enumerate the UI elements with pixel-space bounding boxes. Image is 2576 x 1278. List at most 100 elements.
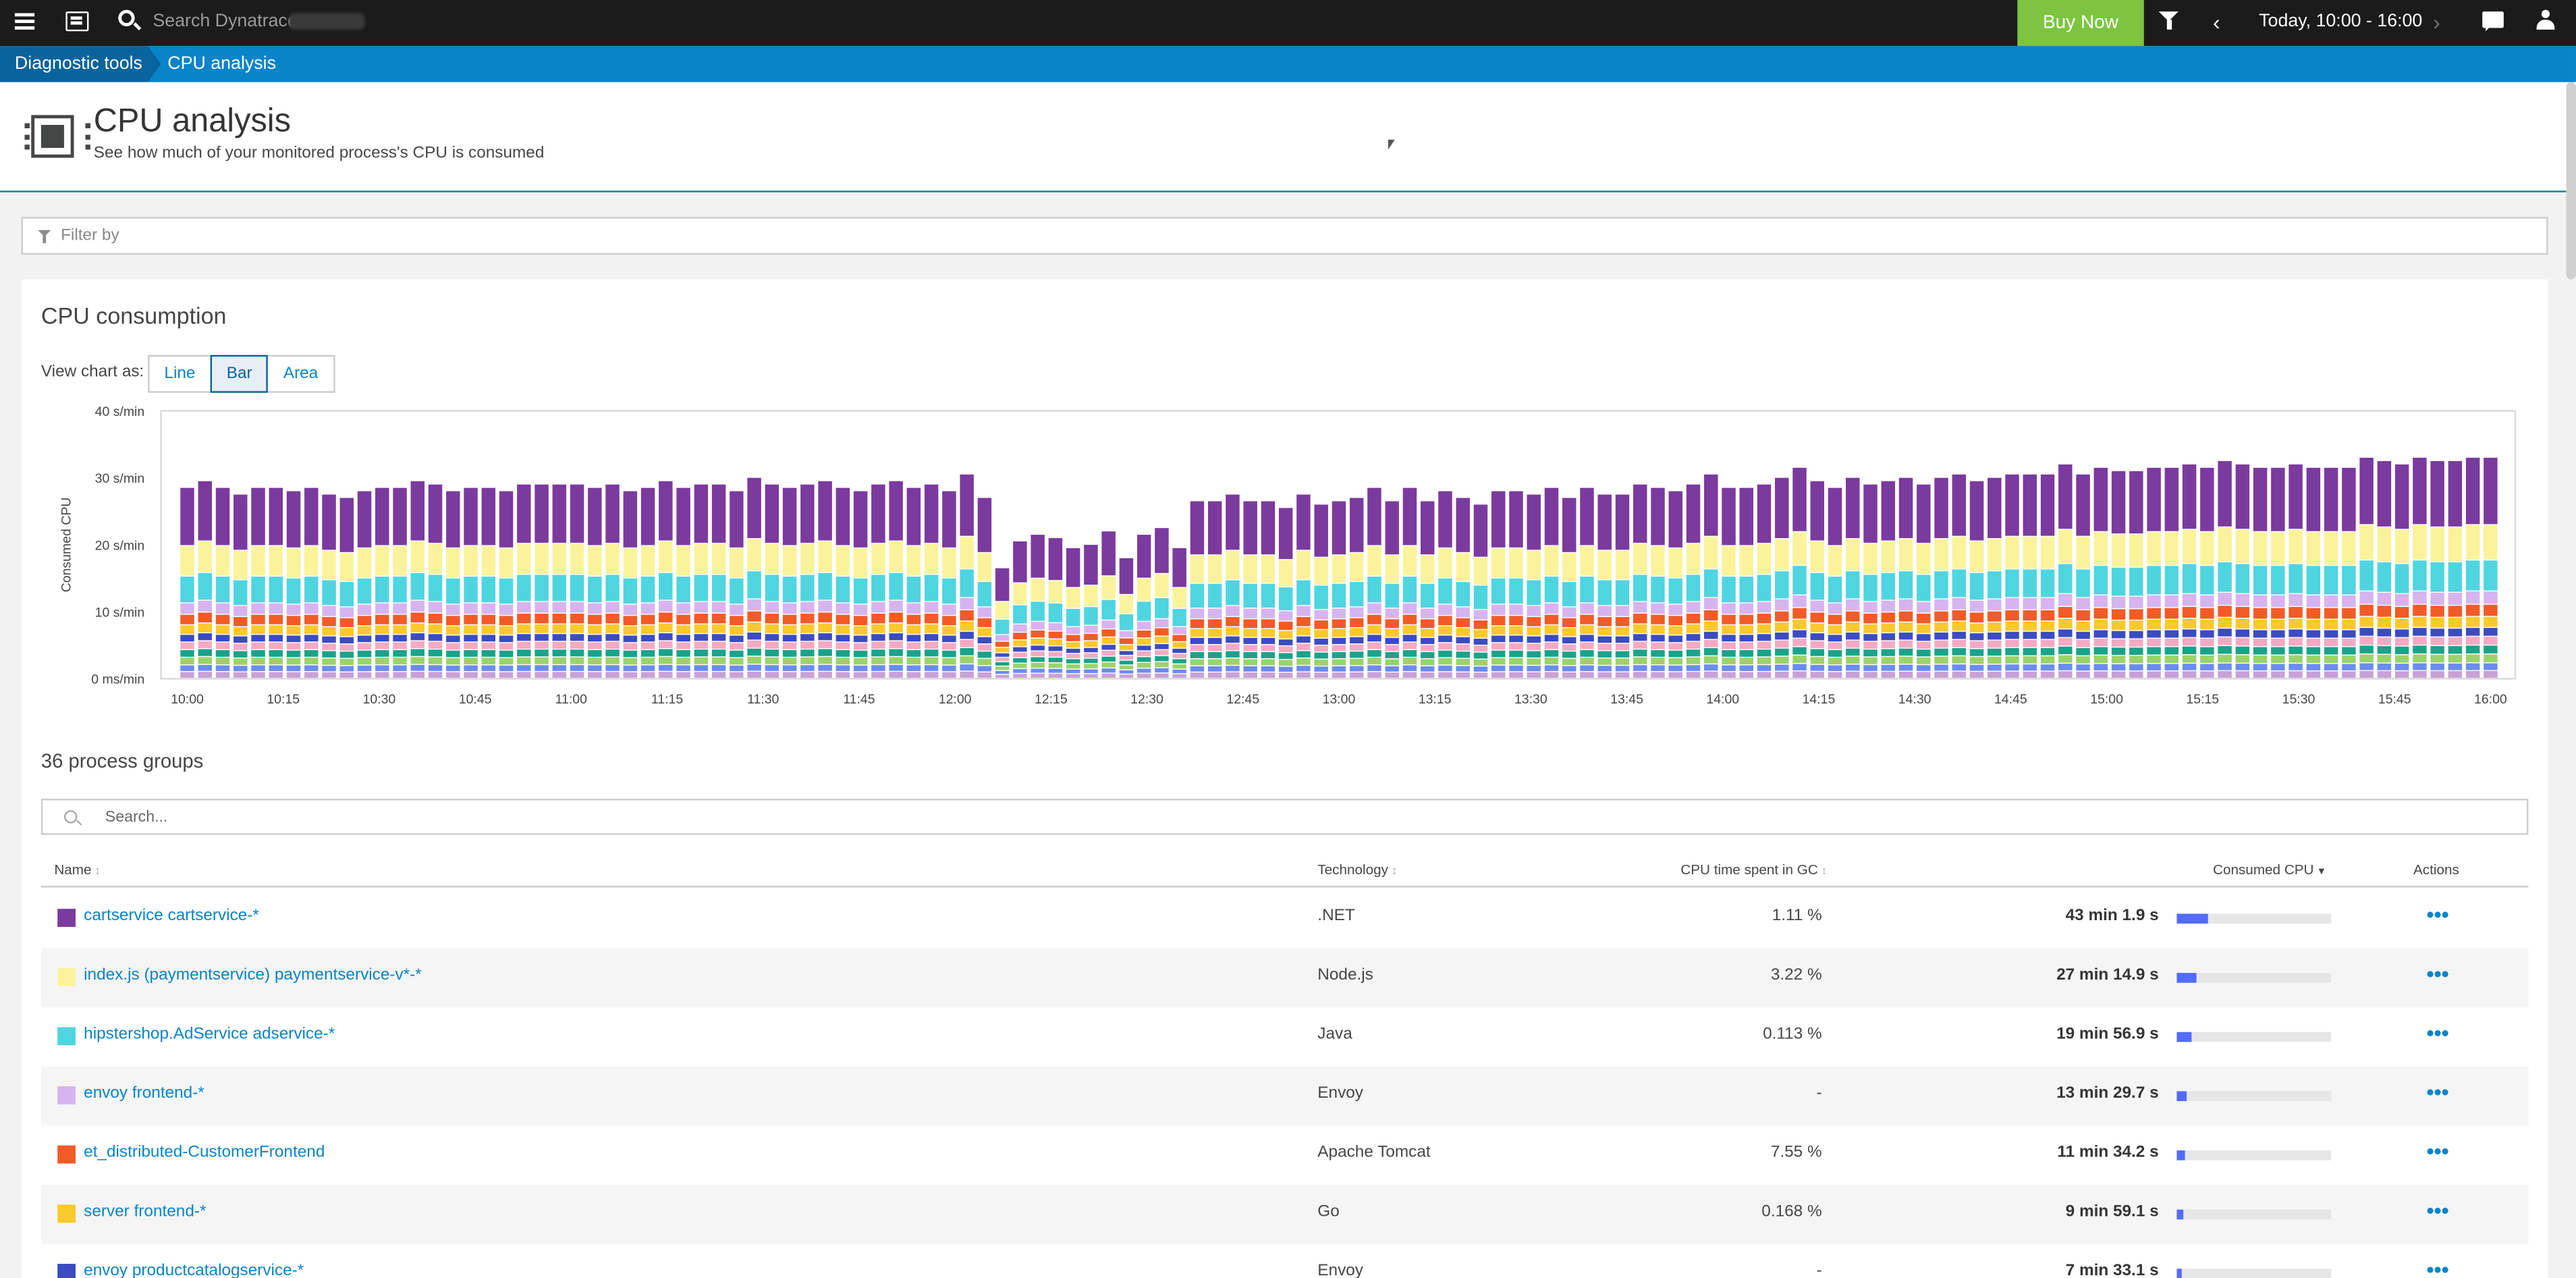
bar-segment [1084, 647, 1098, 653]
bar-segment [2200, 630, 2214, 638]
bar-segment [889, 664, 903, 671]
process-group-link[interactable]: cartservice cartservice-* [84, 907, 259, 926]
bar-segment [357, 672, 372, 678]
bar-segment [977, 628, 992, 637]
bar-segment [1420, 619, 1435, 629]
filter-icon[interactable] [2158, 11, 2178, 31]
hamburger-menu-icon[interactable] [14, 13, 35, 32]
bar-segment [2306, 630, 2321, 638]
column-gc-time[interactable]: CPU time spent in GC [1680, 861, 1827, 878]
bar-segment [2040, 647, 2055, 656]
timeframe-selector[interactable]: Today, 10:00 - 16:00 [2259, 11, 2423, 32]
bar-segment [1934, 664, 1948, 671]
process-group-link[interactable]: index.js (paymentservice) paymentservice… [84, 966, 422, 985]
bar-segment [960, 631, 974, 639]
bar-segment [410, 633, 425, 641]
bar-segment [906, 665, 921, 671]
bar-segment [1775, 640, 1789, 648]
table-row[interactable]: hipstershop.AdService adservice-* Java 0.1… [41, 1007, 2529, 1067]
bar-segment [1969, 600, 1984, 612]
bar-segment [393, 665, 407, 671]
bar-segment [428, 657, 443, 664]
bar-segment [1402, 672, 1417, 678]
page-scrollbar[interactable] [2566, 82, 2576, 279]
process-search-input[interactable]: Search... [105, 808, 168, 827]
process-group-link[interactable]: envoy frontend-* [84, 1084, 204, 1103]
bar-segment [1013, 633, 1027, 639]
table-row[interactable]: envoy productcatalogservice-* Envoy -7 min… [41, 1244, 2529, 1278]
bar-segment [1438, 616, 1452, 626]
bar-segment [2484, 637, 2498, 645]
bar-segment [995, 568, 1010, 602]
view-line-button[interactable]: Line [148, 354, 212, 393]
bar-segment [1651, 635, 1665, 642]
more-actions-button[interactable]: ••• [2426, 1020, 2449, 1046]
table-row[interactable]: index.js (paymentservice) paymentservice… [40, 948, 2529, 1008]
buy-now-button[interactable]: Buy Now [2017, 0, 2144, 47]
bar-segment [588, 658, 602, 665]
more-actions-button[interactable]: ••• [2426, 1257, 2449, 1278]
bar-segment [995, 635, 1010, 641]
bar-segment [2394, 638, 2409, 646]
bar-segment [889, 649, 903, 656]
more-actions-button[interactable]: ••• [2426, 1138, 2449, 1164]
column-technology[interactable]: Technology [1317, 861, 1397, 878]
bar-segment [2377, 663, 2392, 670]
more-actions-button[interactable]: ••• [2426, 1080, 2449, 1104]
timeframe-previous-button[interactable]: ‹ [2213, 9, 2220, 35]
bar-segment [2448, 663, 2463, 670]
more-actions-button[interactable]: ••• [2426, 961, 2449, 986]
user-icon[interactable] [2536, 9, 2555, 32]
filter-input[interactable]: Filter by [61, 226, 119, 245]
bar-segment [2342, 638, 2356, 647]
breadcrumb-cpu-analysis[interactable]: CPU analysis [167, 54, 277, 74]
more-actions-button[interactable]: ••• [2426, 902, 2449, 927]
dashboard-icon[interactable] [65, 11, 89, 32]
chat-icon[interactable] [2482, 11, 2504, 32]
consumed-cpu-bar-fill [2176, 913, 2208, 924]
bar-segment [535, 634, 549, 641]
timeframe-next-button[interactable]: › [2433, 9, 2440, 35]
bar-segment [2289, 629, 2303, 637]
bar-segment [2342, 619, 2356, 630]
table-row[interactable]: et_distributed-CustomerFrontend Apache To… [41, 1125, 2529, 1185]
bar-segment [1739, 625, 1754, 634]
bar-segment [2253, 532, 2268, 565]
bar-segment [942, 626, 956, 635]
bar-segment [1332, 645, 1346, 651]
view-area-button[interactable]: Area [267, 354, 335, 393]
bar-segment [924, 602, 939, 613]
consumed-cpu-cell: 13 min 29.7 s [2056, 1084, 2159, 1103]
process-group-link[interactable]: et_distributed-CustomerFrontend [84, 1144, 325, 1163]
bar-segment [623, 672, 638, 678]
bar-segment [765, 649, 779, 657]
bar-segment [1367, 577, 1381, 603]
table-row[interactable]: cartservice cartservice-* .NET 1.11 % 43 mi… [41, 889, 2529, 949]
column-consumed-cpu[interactable]: Consumed CPU [2213, 861, 2326, 878]
process-group-link[interactable]: server frontend-* [84, 1202, 207, 1221]
bar-segment [234, 666, 248, 672]
bar-segment [960, 569, 974, 597]
process-group-link[interactable]: envoy productcatalogservice-* [84, 1262, 304, 1278]
bar-segment [924, 484, 939, 543]
process-groups-search[interactable]: Search... [40, 799, 2529, 835]
bar-segment [2058, 671, 2073, 678]
bar-segment [464, 642, 478, 649]
table-row[interactable]: envoy frontend-* Envoy -13 min 29.7 s ••• [40, 1066, 2529, 1126]
bar-segment [2164, 655, 2179, 664]
bar-segment [1562, 618, 1577, 627]
search-icon[interactable] [118, 9, 135, 26]
bar-segment [1438, 548, 1452, 578]
bar-segment [570, 543, 584, 575]
view-bar-button[interactable]: Bar [210, 354, 269, 393]
breadcrumb-diagnostic-tools[interactable]: Diagnostic tools [0, 46, 161, 82]
bar-segment [499, 650, 514, 658]
more-actions-button[interactable]: ••• [2426, 1198, 2449, 1223]
global-search-input[interactable]: Search Dynatrace [153, 11, 298, 32]
bar-segment [1491, 616, 1506, 626]
table-row[interactable]: server frontend-* Go 0.168 % 9 min 59.1 s ••… [40, 1185, 2529, 1244]
column-name[interactable]: Name [54, 861, 101, 878]
bar-segment [853, 672, 868, 678]
process-group-link[interactable]: hipstershop.AdService adservice-* [84, 1026, 335, 1044]
filter-bar[interactable]: Filter by [21, 217, 2548, 255]
